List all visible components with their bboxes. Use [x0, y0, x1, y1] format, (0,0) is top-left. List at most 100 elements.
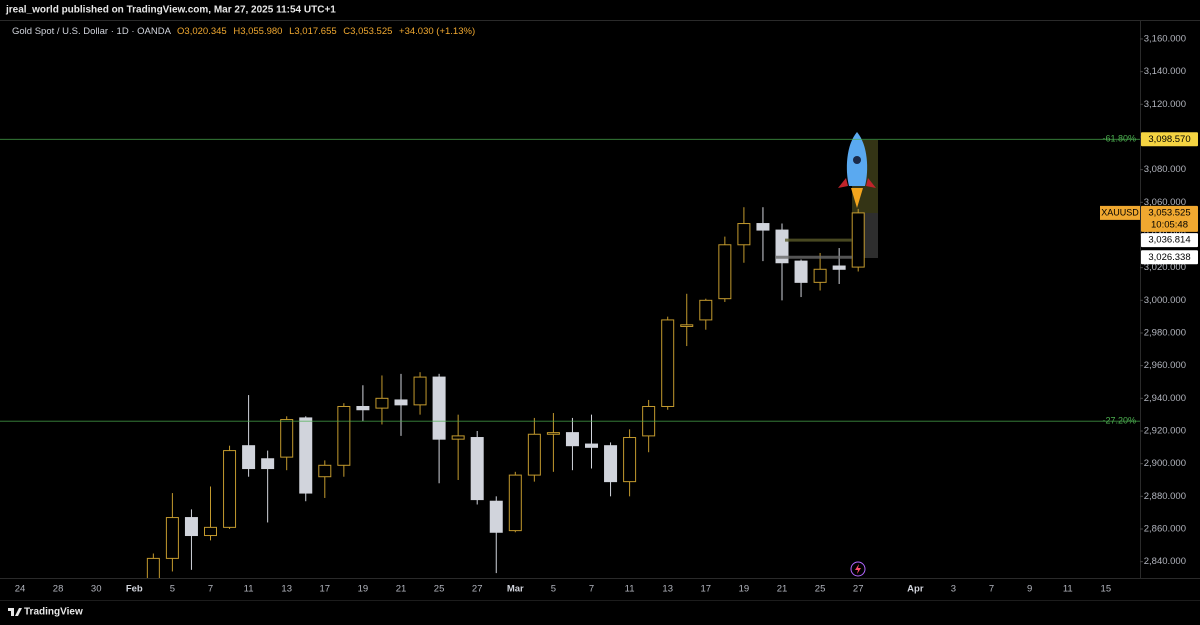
candle-body — [146, 557, 160, 578]
brand-name: TradingView — [24, 607, 83, 618]
x-tick-label: Feb — [126, 584, 143, 595]
candle-body — [661, 319, 675, 407]
candle-body — [604, 445, 618, 483]
candle-body — [527, 433, 541, 476]
y-tick-label: 2,920.000 — [1144, 426, 1186, 437]
candle-body — [585, 443, 598, 448]
candle-body — [851, 212, 865, 268]
fib-level-label: -27.20% — [1102, 416, 1136, 426]
ohlc-value: C3,053.525 — [343, 26, 392, 37]
candle-body — [470, 437, 484, 501]
ohlc-value: H3,055.980 — [233, 26, 282, 37]
x-tick-label: 28 — [53, 584, 64, 595]
x-tick-label: 30 — [91, 584, 102, 595]
candle-body — [489, 500, 503, 533]
x-tick-label: Apr — [907, 584, 924, 595]
x-tick-label: 5 — [170, 584, 175, 595]
y-tick-label: 3,140.000 — [1144, 66, 1186, 77]
x-tick-label: 11 — [244, 584, 254, 595]
y-tick-label: 2,940.000 — [1144, 393, 1186, 404]
x-tick-label: 11 — [625, 584, 635, 595]
y-tick-label: 3,020.000 — [1144, 262, 1186, 273]
y-tick-label: 3,080.000 — [1144, 164, 1186, 175]
candle-body — [165, 517, 179, 559]
price-tag-label: 3,053.525 — [1148, 207, 1190, 218]
footer-brand: TradingView — [8, 607, 83, 618]
x-tick-label: 13 — [662, 584, 673, 595]
x-tick-label: 15 — [1101, 584, 1112, 595]
price-tag — [1141, 250, 1198, 265]
x-tick-label: 7 — [989, 584, 994, 595]
x-tick-label: 27 — [472, 584, 483, 595]
y-tick-label: 2,880.000 — [1144, 491, 1186, 502]
candle-body — [375, 397, 389, 409]
y-tick-label: 3,120.000 — [1144, 99, 1186, 110]
lightning-icon — [850, 561, 866, 577]
countdown-label: 10:05:48 — [1151, 219, 1188, 230]
rocket-drawing — [838, 132, 876, 208]
x-tick-label: Mar — [507, 584, 524, 595]
candle-body — [813, 268, 827, 283]
candle-body — [775, 229, 789, 264]
x-tick-label: 5 — [551, 584, 556, 595]
x-tick-label: 25 — [815, 584, 826, 595]
candle-body — [451, 435, 465, 440]
candle-body — [794, 260, 808, 283]
x-tick-label: 21 — [396, 584, 407, 595]
x-tick-label: 24 — [15, 584, 26, 595]
y-tick-label: 3,160.000 — [1144, 33, 1186, 44]
x-tick-label: 17 — [320, 584, 331, 595]
price-tag-label: 3,036.814 — [1148, 235, 1190, 246]
y-tick-label: 2,840.000 — [1144, 556, 1186, 567]
x-tick-label: 7 — [208, 584, 213, 595]
candle-body — [337, 405, 351, 466]
candle-body — [204, 526, 217, 537]
chart-legend: Gold Spot / U.S. Dollar · 1D · OANDA O3,… — [12, 26, 475, 37]
symbol-tag — [1100, 205, 1140, 220]
candle-body — [718, 244, 732, 300]
candle-body — [699, 299, 713, 321]
price-tag-label: 3,098.570 — [1148, 134, 1190, 145]
candle-body — [318, 464, 332, 478]
x-tick-label: 19 — [739, 584, 750, 595]
x-tick-label: 25 — [434, 584, 445, 595]
x-tick-label: 17 — [701, 584, 712, 595]
ohlc-change: +34.030 (+1.13%) — [399, 26, 475, 37]
candle-body — [565, 432, 579, 447]
y-tick-label: 2,860.000 — [1144, 524, 1186, 535]
candle-body — [184, 517, 198, 537]
candle-body — [280, 419, 294, 458]
candle-body — [546, 432, 560, 435]
candle-body — [432, 376, 446, 440]
plot-area — [146, 132, 878, 578]
y-tick-label: 3,000.000 — [1144, 295, 1186, 306]
candle-body — [737, 223, 751, 246]
ohlc-value: L3,017.655 — [289, 26, 337, 37]
chart-title: Gold Spot / U.S. Dollar · 1D · OANDA — [12, 26, 172, 37]
fib-level-label: -61.80% — [1102, 134, 1136, 144]
y-tick-label: 2,960.000 — [1144, 360, 1186, 371]
x-tick-label: 21 — [777, 584, 788, 595]
candle-body — [242, 445, 256, 470]
candle-body — [623, 437, 637, 483]
y-tick-label: 3,060.000 — [1144, 197, 1186, 208]
x-tick-label: 7 — [589, 584, 594, 595]
ohlc-value: O3,020.345 — [177, 26, 227, 37]
x-tick-label: 3 — [951, 584, 956, 595]
candle-body — [680, 324, 694, 327]
x-tick-label: 9 — [1027, 584, 1032, 595]
candle-body — [394, 399, 408, 406]
candle-body — [356, 405, 370, 411]
candle-body — [299, 417, 313, 494]
y-tick-label: 2,980.000 — [1144, 328, 1186, 339]
price-tag-label: 3,026.338 — [1148, 252, 1190, 263]
x-tick-label: 19 — [358, 584, 369, 595]
candle-body — [832, 265, 846, 270]
candle-body — [261, 458, 275, 470]
x-tick-label: 27 — [853, 584, 864, 595]
published-note: jreal_world published on TradingView.com… — [5, 5, 336, 16]
price-tag — [1141, 132, 1198, 147]
y-tick-label: 2,900.000 — [1144, 458, 1186, 469]
